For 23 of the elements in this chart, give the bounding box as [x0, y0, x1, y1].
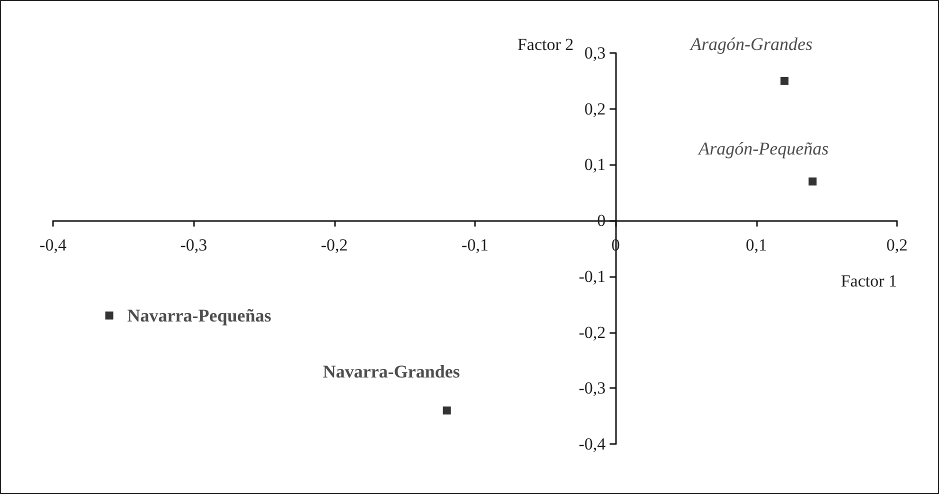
y-tick-label: -0,1	[578, 266, 606, 286]
series-label: Navarra-Grandes	[322, 361, 460, 382]
x-tick-label: 0,1	[746, 236, 767, 255]
series-label: Aragón-Grandes	[689, 34, 812, 54]
y-tick-label: 0,1	[584, 155, 606, 174]
y-tick-label: -0,3	[578, 378, 606, 398]
y-tick-label: -0,4	[578, 434, 606, 454]
point	[442, 406, 451, 414]
point	[105, 312, 114, 320]
series-label: Navarra-Pequeñas	[127, 306, 272, 326]
x-tick-label: -0,1	[462, 236, 488, 255]
y-tick-label: -0,2	[578, 322, 606, 342]
x-tick-label: -0,2	[320, 236, 348, 255]
point	[808, 177, 817, 186]
y-axis-title: Factor 2	[517, 35, 574, 54]
series-label: Aragón-Pequeñas	[698, 138, 829, 158]
y-tick-label: 0,2	[584, 99, 606, 118]
x-tick-label: -0,3	[180, 236, 208, 255]
y-tick-label: 0,3	[584, 44, 606, 62]
x-tick-label: 0,2	[886, 236, 908, 255]
point	[780, 76, 788, 85]
x-axis-title: Factor 1	[840, 272, 897, 291]
x-tick-label: -0,4	[40, 236, 67, 255]
